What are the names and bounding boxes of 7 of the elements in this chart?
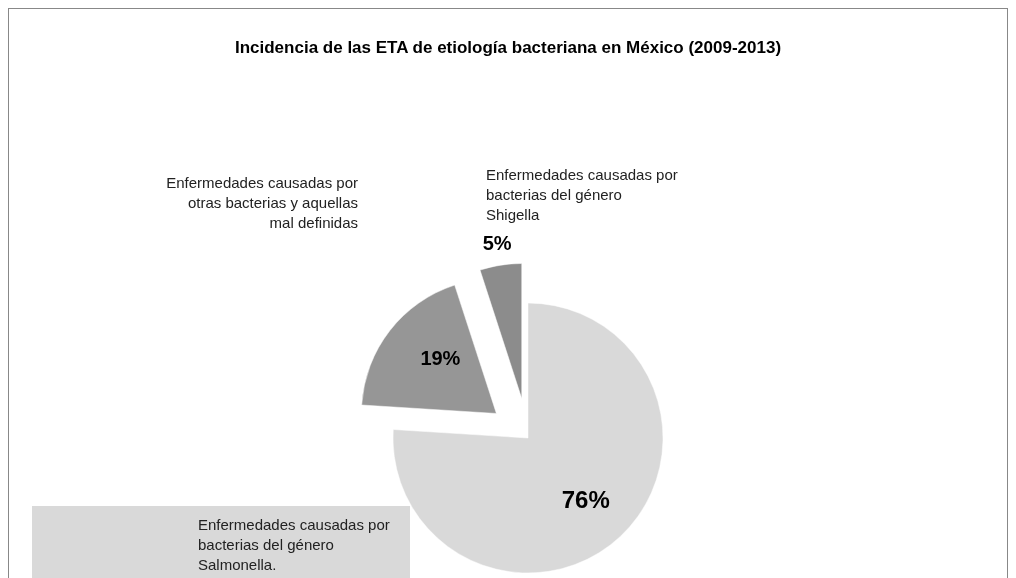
data-label: 5% — [482, 232, 512, 255]
slice-label: Enfermedades causadas por otras bacterias y aquellas mal definidas — [166, 174, 358, 231]
slice-label: Enfermedades causadas por bacterias del género Salmonella. — [198, 516, 390, 573]
data-label: 19% — [420, 346, 461, 369]
chart-title: Incidencia de las ETA de etiología bacteriana en México (2009-2013) — [234, 38, 782, 57]
slice-label: Enfermedades causadas por bacterias del género Shigella — [486, 166, 678, 223]
data-label: 76% — [561, 486, 610, 514]
